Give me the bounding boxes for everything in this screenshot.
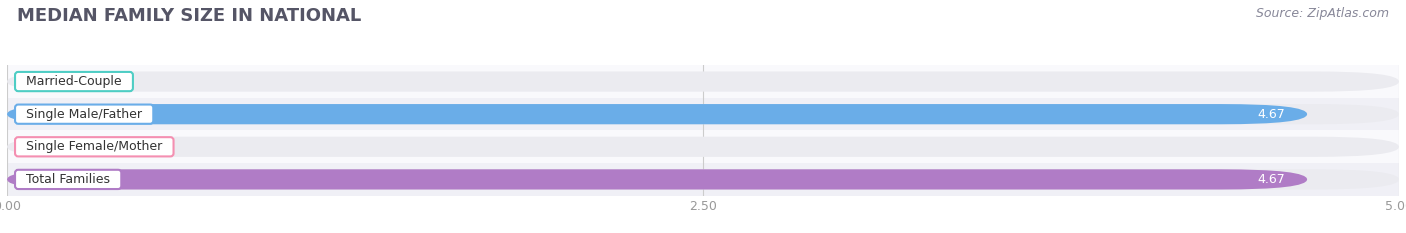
FancyBboxPatch shape: [7, 98, 1399, 130]
FancyBboxPatch shape: [7, 104, 1308, 124]
FancyBboxPatch shape: [7, 130, 1399, 163]
Text: Source: ZipAtlas.com: Source: ZipAtlas.com: [1256, 7, 1389, 20]
Text: Single Male/Father: Single Male/Father: [18, 108, 150, 121]
FancyBboxPatch shape: [7, 72, 1399, 92]
Text: Married-Couple: Married-Couple: [18, 75, 129, 88]
FancyBboxPatch shape: [7, 65, 1399, 98]
Text: MEDIAN FAMILY SIZE IN NATIONAL: MEDIAN FAMILY SIZE IN NATIONAL: [17, 7, 361, 25]
FancyBboxPatch shape: [7, 137, 1399, 157]
Text: Single Female/Mother: Single Female/Mother: [18, 140, 170, 153]
Text: Total Families: Total Families: [18, 173, 118, 186]
Text: 4.67: 4.67: [1257, 108, 1285, 121]
FancyBboxPatch shape: [7, 169, 1399, 189]
FancyBboxPatch shape: [7, 169, 1308, 189]
Text: 4.67: 4.67: [1257, 173, 1285, 186]
Text: 0.00: 0.00: [63, 75, 91, 88]
Text: 0.00: 0.00: [63, 140, 91, 153]
FancyBboxPatch shape: [7, 104, 1399, 124]
FancyBboxPatch shape: [7, 163, 1399, 196]
